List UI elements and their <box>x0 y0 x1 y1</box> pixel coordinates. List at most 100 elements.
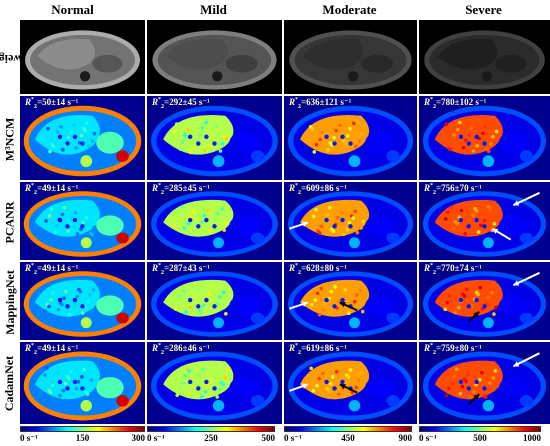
spine <box>213 317 225 329</box>
liver-speckle <box>43 309 48 314</box>
colorbar-tick-label: 500 <box>261 433 276 443</box>
liver-speckle <box>353 209 358 214</box>
liver-speckle <box>92 225 96 230</box>
liver-speckle <box>181 381 185 385</box>
liver-speckle <box>218 149 223 153</box>
row-label-mappingnet: MappingNet <box>0 262 20 342</box>
kidney <box>250 232 265 244</box>
liver-speckle <box>192 210 196 214</box>
liver-speckle <box>209 377 214 382</box>
liver-speckle <box>469 220 473 225</box>
liver-speckle <box>315 291 320 296</box>
row-label-pcanr-text: PCANR <box>2 201 17 243</box>
vessel <box>458 379 464 385</box>
vessel <box>204 217 209 223</box>
stomach-region <box>365 215 395 236</box>
liver-speckle <box>470 304 475 308</box>
liver-speckle <box>61 147 65 152</box>
liver-speckle <box>314 142 319 147</box>
liver-speckle <box>491 134 495 139</box>
liver-speckle <box>466 308 471 313</box>
liver-speckle <box>458 391 463 396</box>
liver-speckle <box>481 131 485 136</box>
colorbar-tick-label: 0 s⁻¹ <box>20 433 38 443</box>
liver-speckle <box>81 220 85 225</box>
liver-speckle <box>493 369 498 373</box>
colorbar-tick-label: 1000 <box>523 433 541 443</box>
vessel <box>324 379 329 385</box>
stomach-region <box>96 215 124 236</box>
liver-speckle <box>92 131 97 136</box>
kidney <box>519 150 533 162</box>
r2-subscript: 2 <box>433 189 437 196</box>
liver-speckle <box>484 212 489 216</box>
r2-symbol: R <box>25 97 32 107</box>
liver-speckle <box>463 231 467 236</box>
tile-image-cadamnet-severe <box>419 342 550 424</box>
liver-speckle <box>448 147 452 152</box>
arrow-white <box>491 227 512 241</box>
liver-region <box>302 38 364 70</box>
liver-speckle <box>207 292 212 296</box>
liver-speckle <box>87 144 91 148</box>
liver-speckle <box>222 228 227 232</box>
r2-symbol: R <box>424 97 431 107</box>
stomach-region <box>498 215 528 236</box>
r2-value: =49±14 s⁻¹ <box>37 343 79 353</box>
liver-speckle <box>329 382 333 386</box>
tile-image-mappingnet-normal <box>20 262 145 340</box>
liver-speckle <box>475 144 479 148</box>
liver-speckle <box>55 130 60 134</box>
liver-speckle <box>360 309 365 314</box>
kidney <box>519 312 533 324</box>
liver-speckle <box>80 311 85 315</box>
row-label-t2w-text: RT2* weighted <box>0 24 45 93</box>
r2-symbol: R <box>152 263 159 273</box>
liver-speckle <box>458 120 462 125</box>
liver-speckle <box>63 381 68 386</box>
vessel <box>212 304 217 309</box>
liver-speckle <box>60 212 65 217</box>
liver-speckle <box>71 392 75 396</box>
row-label-t2w: RT2* weighted <box>0 20 45 96</box>
liver-speckle <box>174 216 178 221</box>
liver-speckle <box>313 298 318 302</box>
r2-subscript: 2 <box>34 189 38 196</box>
r2-subscript: 2 <box>433 269 437 276</box>
r2-value: =628±80 s⁻¹ <box>301 263 347 273</box>
liver-speckle <box>490 290 494 295</box>
liver-speckle <box>87 385 92 389</box>
vessel <box>324 217 329 223</box>
row-label-m3ncm: M³NCM <box>0 96 20 182</box>
liver-speckle <box>220 207 224 211</box>
r2-subscript: 2 <box>298 269 302 276</box>
r2-star-label: R*2=628±80 s⁻¹ <box>289 263 347 276</box>
vessel <box>466 224 471 229</box>
liver-speckle <box>84 215 89 220</box>
tile-pcanr-mild: R*2=285±45 s⁻¹ <box>147 182 282 260</box>
r2-symbol: R <box>152 183 159 193</box>
colorbar-tick-label: 0 s⁻¹ <box>419 433 437 443</box>
liver-speckle <box>348 126 352 131</box>
vessel <box>204 297 209 303</box>
colorbar-tick-label: 0 s⁻¹ <box>284 433 302 443</box>
liver-speckle <box>345 227 350 232</box>
row-label-cadamnet: CadamNet <box>0 342 20 424</box>
colorbar-tick-label: 900 <box>398 433 413 443</box>
liver-speckle <box>200 125 205 130</box>
liver-speckle <box>480 370 484 375</box>
stomach-region <box>498 376 528 399</box>
row-label-m3ncm-text: M³NCM <box>2 117 17 161</box>
stomach-region <box>229 131 260 154</box>
tile-m3ncm-moderate: R*2=636±121 s⁻¹ <box>284 96 417 180</box>
liver-speckle <box>331 229 336 234</box>
spine <box>348 399 361 412</box>
tile-image-m3ncm-normal <box>20 96 145 180</box>
r2-symbol: R <box>25 183 32 193</box>
r2-superscript: * <box>31 183 35 189</box>
tile-m3ncm-severe: R*2=780±102 s⁻¹ <box>419 96 550 180</box>
liver-speckle <box>201 367 205 371</box>
liver-speckle <box>175 300 180 305</box>
r2-superscript: * <box>158 183 162 189</box>
